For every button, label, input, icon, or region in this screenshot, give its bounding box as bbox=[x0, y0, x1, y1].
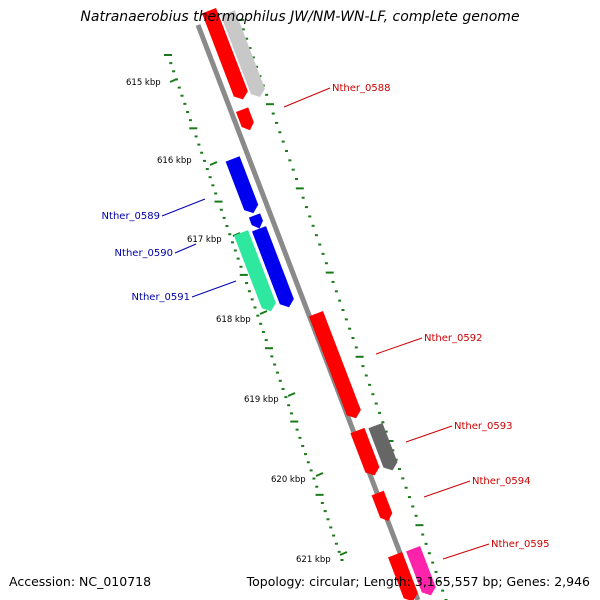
ruler-tick-label: 620 kbp bbox=[271, 475, 306, 485]
gene-features bbox=[202, 7, 436, 600]
gene-arrow bbox=[388, 551, 418, 600]
gene-arrow bbox=[233, 230, 276, 312]
gene-arrow bbox=[220, 10, 265, 98]
ruler-tick-label: 617 kbp bbox=[187, 235, 222, 245]
gene-leader-line bbox=[442, 543, 490, 560]
ruler-tick-label: 615 kbp bbox=[126, 78, 161, 88]
ruler-tick-label: 621 kbp bbox=[296, 555, 331, 565]
gene-label[interactable]: Nther_0595 bbox=[491, 539, 549, 550]
tick-tracks bbox=[164, 19, 448, 600]
gene-leader-line bbox=[174, 243, 197, 254]
ruler-tick-mark bbox=[287, 392, 296, 397]
gene-arrow bbox=[235, 107, 254, 131]
gene-arrow bbox=[308, 311, 361, 419]
ruler-tick-label: 616 kbp bbox=[157, 156, 192, 166]
gene-label[interactable]: Nther_0589 bbox=[102, 211, 160, 222]
ruler-tick-mark bbox=[259, 310, 268, 315]
accession-text: Accession: NC_010718 bbox=[9, 574, 152, 589]
gene-arrow bbox=[368, 422, 398, 471]
gene-arrow bbox=[225, 156, 259, 214]
ruler-tick-mark bbox=[169, 78, 178, 83]
gene-label[interactable]: Nther_0594 bbox=[472, 476, 530, 487]
gene-arrow bbox=[248, 213, 263, 229]
genome-summary-text: Topology: circular; Length: 3,165,557 bp… bbox=[246, 574, 590, 589]
gene-leader-line bbox=[283, 87, 331, 108]
gene-leader-line bbox=[405, 425, 453, 443]
gene-arrow bbox=[251, 226, 294, 308]
gene-arrow bbox=[406, 545, 436, 596]
gene-label[interactable]: Nther_0588 bbox=[332, 83, 390, 94]
gene-leader-line bbox=[375, 337, 423, 355]
gene-label[interactable]: Nther_0591 bbox=[132, 292, 190, 303]
gene-arrow bbox=[371, 490, 393, 522]
gene-label[interactable]: Nther_0590 bbox=[115, 248, 173, 259]
gene-leader-line bbox=[161, 198, 206, 217]
gene-leader-line bbox=[191, 280, 237, 298]
gene-arrow bbox=[202, 7, 248, 100]
gene-label[interactable]: Nther_0593 bbox=[454, 421, 512, 432]
ruler-tick-label: 619 kbp bbox=[244, 395, 279, 405]
ruler-tick-mark bbox=[209, 161, 218, 166]
map-title: Natranaerobius thermophilus JW/NM-WN-LF,… bbox=[80, 9, 520, 25]
ruler-tick-mark bbox=[315, 472, 324, 477]
ruler-tick-label: 618 kbp bbox=[216, 315, 251, 325]
ruler-tick-mark bbox=[339, 551, 348, 556]
gene-labels: Nther_0588 Nther_0589 Nther_0590 Nther_0591… bbox=[102, 83, 549, 560]
gene-leader-line bbox=[423, 480, 471, 498]
gene-label[interactable]: Nther_0592 bbox=[424, 333, 482, 344]
gene-arrow bbox=[350, 427, 380, 476]
